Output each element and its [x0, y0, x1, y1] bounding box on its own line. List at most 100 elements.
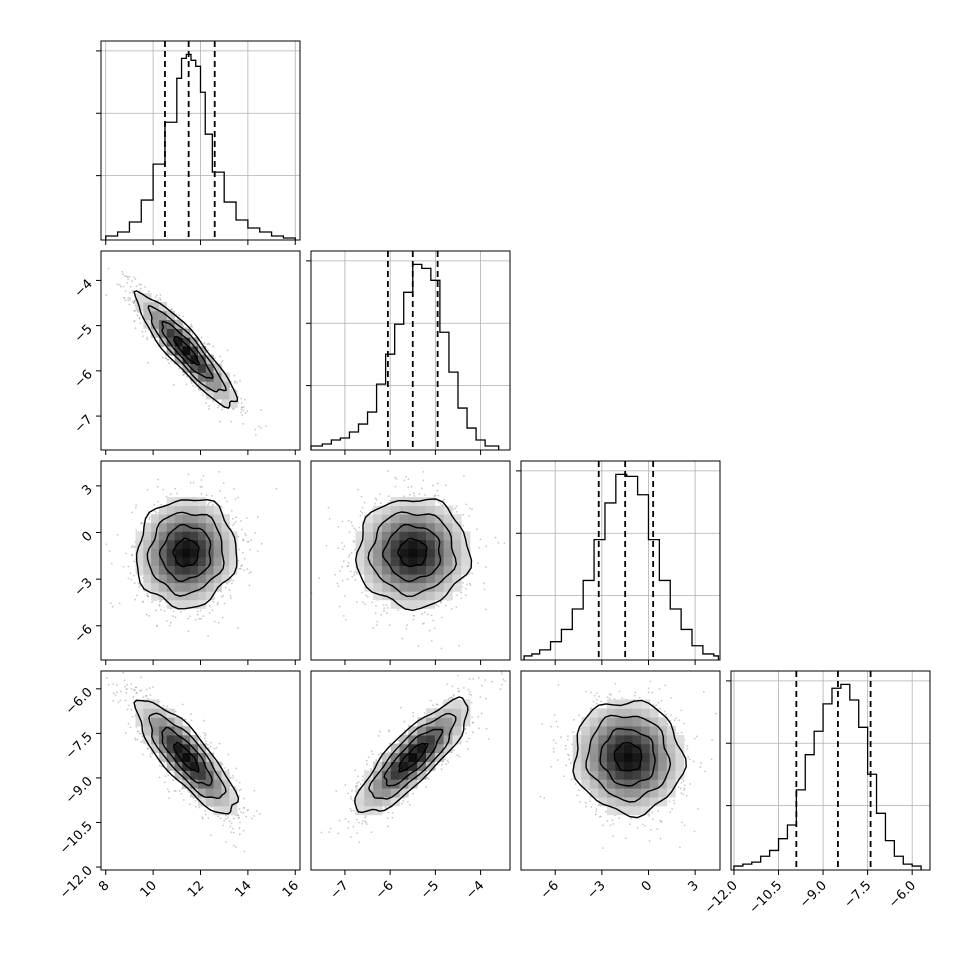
- scatter-point: [151, 752, 154, 755]
- scatter-point: [199, 609, 202, 612]
- joint-panel-0-3: [100, 670, 301, 871]
- scatter-point: [133, 560, 136, 563]
- scatter-point: [220, 595, 223, 598]
- density-cell: [417, 531, 427, 541]
- density-cell: [229, 565, 238, 575]
- scatter-point: [198, 617, 201, 620]
- scatter-point: [217, 601, 219, 604]
- density-cell: [364, 531, 374, 541]
- scatter-point: [403, 479, 406, 482]
- density-cell: [158, 548, 168, 558]
- scatter-point: [346, 578, 349, 581]
- scatter-point: [439, 503, 442, 505]
- scatter-point: [121, 270, 124, 273]
- scatter-point: [169, 493, 172, 496]
- scatter-point: [126, 276, 129, 279]
- density-cell: [452, 582, 462, 592]
- scatter-point: [254, 532, 257, 534]
- scatter-point: [155, 624, 158, 627]
- scatter-point: [204, 732, 207, 735]
- scatter-point: [460, 591, 462, 594]
- density-cell: [408, 599, 418, 609]
- scatter-point: [476, 562, 479, 564]
- density-cell: [434, 582, 444, 592]
- contour-level-3: [135, 498, 238, 610]
- scatter-point: [134, 598, 137, 601]
- scatter-point: [189, 615, 191, 618]
- density-cell: [213, 505, 222, 515]
- scatter-point: [256, 550, 259, 552]
- scatter-point: [147, 290, 150, 293]
- scatter-point: [413, 614, 415, 617]
- scatter-point: [165, 495, 168, 498]
- scatter-point: [216, 603, 219, 606]
- scatter-point: [405, 475, 407, 478]
- density-cell: [426, 522, 436, 532]
- density-cell: [205, 582, 214, 592]
- scatter-point: [421, 487, 424, 490]
- density-cell: [221, 514, 230, 524]
- density-cell: [452, 565, 462, 575]
- scatter-point: [246, 410, 249, 413]
- scatter-point: [485, 545, 488, 548]
- density-cell: [182, 514, 191, 524]
- scatter-point: [105, 294, 108, 296]
- scatter-point: [363, 501, 366, 504]
- scatter-point: [212, 400, 215, 403]
- scatter-point: [471, 508, 473, 511]
- density-cell: [205, 522, 214, 532]
- scatter-point: [139, 287, 142, 290]
- scatter-point: [341, 565, 343, 568]
- scatter-point: [178, 367, 181, 370]
- scatter-point: [209, 501, 212, 504]
- scatter-point: [228, 589, 231, 591]
- scatter-point: [345, 618, 347, 621]
- scatter-point: [464, 594, 467, 596]
- density-cell: [158, 574, 168, 584]
- scatter-point: [135, 504, 138, 506]
- scatter-point: [200, 479, 203, 481]
- scatter-point: [159, 600, 161, 603]
- density-cell: [198, 372, 207, 382]
- density-cell: [205, 591, 214, 601]
- density-cell: [198, 505, 207, 515]
- scatter-point: [118, 602, 121, 605]
- density-cell: [452, 522, 462, 532]
- density-cell: [390, 539, 400, 549]
- scatter-point: [232, 579, 235, 582]
- scatter-point: [365, 594, 368, 597]
- scatter-point: [436, 482, 439, 485]
- scatter-point: [208, 343, 211, 346]
- density-cell: [151, 522, 160, 532]
- scatter-point: [380, 614, 383, 616]
- scatter-point: [430, 614, 433, 617]
- scatter-point: [221, 408, 223, 411]
- density-cell: [434, 565, 444, 575]
- histogram-step-2: [523, 473, 720, 660]
- scatter-point: [348, 531, 351, 534]
- scatter-point: [166, 620, 168, 622]
- scatter-point: [441, 499, 444, 502]
- density-cell: [221, 531, 230, 541]
- scatter-point: [337, 547, 340, 550]
- scatter-point: [217, 815, 220, 818]
- scatter-point: [386, 470, 389, 472]
- density-cell: [417, 574, 427, 584]
- scatter-point: [199, 486, 202, 488]
- density-cell: [461, 565, 471, 575]
- scatter-point: [205, 402, 207, 404]
- density-cell: [135, 293, 144, 303]
- scatter-point: [212, 503, 214, 506]
- scatter-point: [444, 604, 447, 607]
- joint-panel-0-2: [100, 460, 301, 661]
- scatter-point: [202, 731, 205, 734]
- scatter-point: [195, 805, 197, 808]
- scatter-point: [167, 358, 170, 361]
- joint-panel-1-2: [310, 460, 511, 661]
- scatter-point: [220, 361, 223, 363]
- scatter-point: [351, 575, 354, 578]
- scatter-point: [353, 571, 356, 574]
- scatter-point: [240, 520, 242, 522]
- scatter-point: [219, 420, 222, 423]
- density-cell: [373, 548, 383, 558]
